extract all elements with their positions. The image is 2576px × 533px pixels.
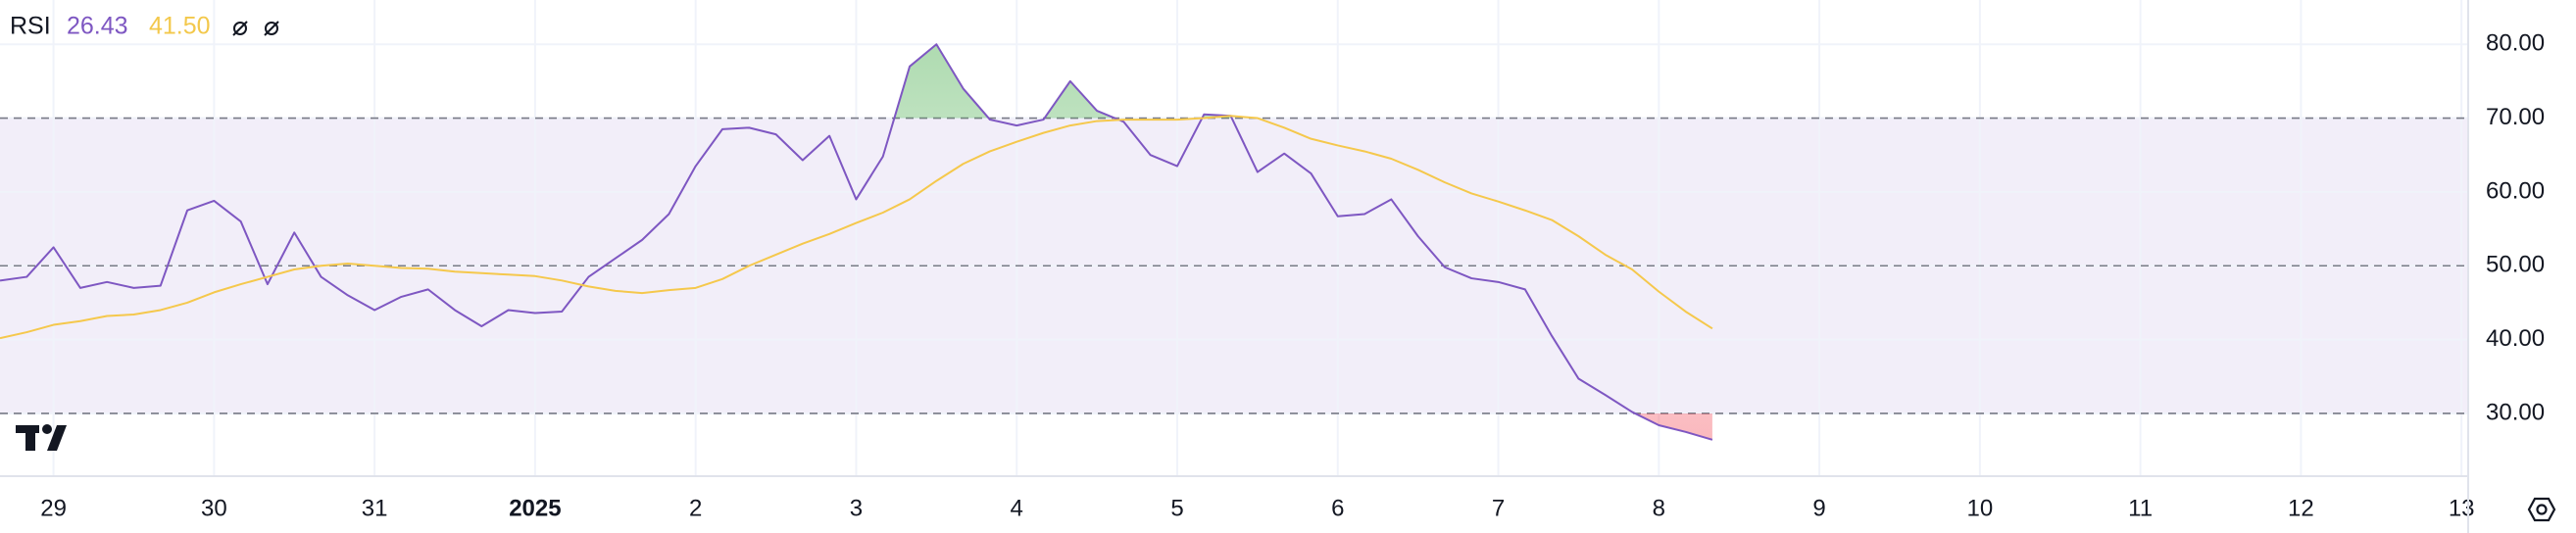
x-tick-label: 6 [1331,495,1344,521]
settings-icon[interactable] [2527,497,2556,522]
indicator-title: RSI [10,13,51,40]
y-tick-label: 70.00 [2486,104,2545,130]
x-tick-label: 2025 [509,495,561,521]
y-tick-label: 50.00 [2486,252,2545,278]
y-tick-label: 60.00 [2486,177,2545,204]
x-tick-label: 9 [1812,495,1825,521]
logo [16,424,67,451]
y-tick-label: 40.00 [2486,325,2545,352]
x-tick-label: 3 [850,495,863,521]
ma-value: 41.50 [149,13,211,40]
y-tick-label: 80.00 [2486,30,2545,57]
x-tick-label: 11 [2128,495,2153,521]
x-tick-label: 12 [2288,495,2314,521]
x-tick-label: 10 [1967,495,1994,521]
y-tick-label: 30.00 [2486,399,2545,425]
x-tick-label: 5 [1170,495,1183,521]
x-tick-label: 7 [1492,495,1505,521]
x-tick-label: 31 [362,495,388,521]
x-tick-label: 30 [201,495,227,521]
series-line [0,43,1713,441]
x-tick-label: 2 [689,495,702,521]
rsi-value: 26.43 [67,13,128,40]
series-line [0,115,1713,340]
x-tick-label: 8 [1653,495,1665,521]
x-tick-label: 4 [1011,495,1023,521]
x-tick-label: 29 [40,495,67,521]
hidden-icons[interactable] [232,21,279,36]
x-tick-label: 13 [2449,495,2475,521]
